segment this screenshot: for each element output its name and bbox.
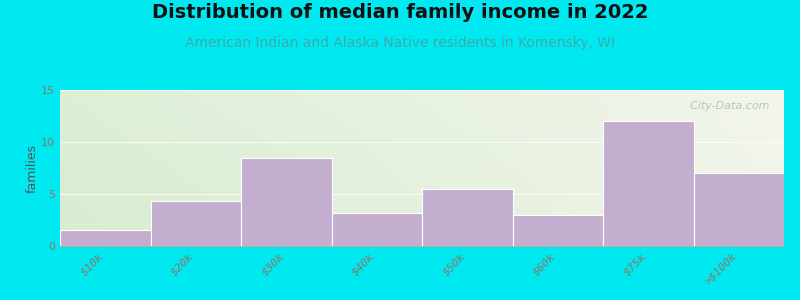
- Bar: [422, 189, 513, 246]
- Bar: [150, 201, 241, 246]
- Bar: [694, 173, 784, 246]
- Bar: [60, 230, 150, 246]
- Bar: [513, 215, 603, 246]
- Bar: [331, 213, 422, 246]
- Text: City-Data.com: City-Data.com: [683, 101, 770, 111]
- Bar: [241, 158, 331, 246]
- Y-axis label: families: families: [26, 143, 38, 193]
- Bar: [603, 121, 694, 246]
- Text: Distribution of median family income in 2022: Distribution of median family income in …: [152, 3, 648, 22]
- Text: American Indian and Alaska Native residents in Komensky, WI: American Indian and Alaska Native reside…: [185, 36, 615, 50]
